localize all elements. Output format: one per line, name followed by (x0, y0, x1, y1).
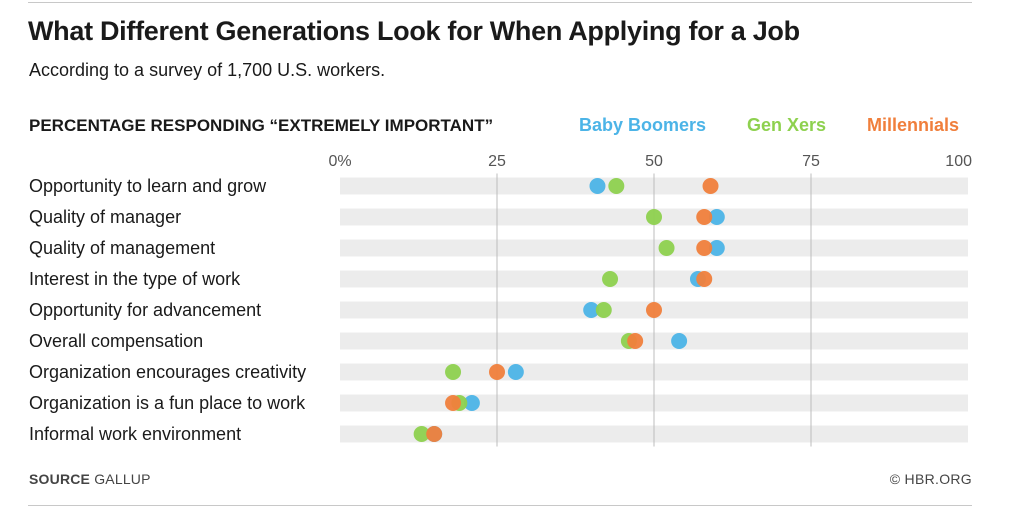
dot-gen-xers (602, 271, 619, 287)
dot-gen-xers (658, 240, 675, 256)
dot-millennials (696, 209, 713, 225)
dot-gen-xers (608, 178, 625, 194)
dot-millennials (646, 302, 662, 318)
dot-baby-boomers (589, 178, 606, 194)
credit-note: © HBR.ORG (889, 471, 972, 487)
x-tick-label: 25 (488, 153, 506, 170)
dot-millennials (696, 240, 713, 256)
dot-millennials (426, 426, 443, 442)
dot-baby-boomers (507, 364, 524, 380)
x-tick-label: 50 (645, 153, 663, 170)
category-label: Quality of manager (29, 207, 181, 227)
category-label: Organization encourages creativity (29, 362, 306, 382)
dot-millennials (627, 333, 644, 349)
legend-baby-boomers: Baby Boomers (579, 115, 707, 135)
dot-baby-boomers (708, 240, 725, 256)
x-tick-label: 100 (945, 153, 972, 170)
source-note: SOURCE GALLUP (29, 471, 151, 487)
x-tick-label: 75 (802, 153, 820, 170)
category-label: Opportunity to learn and grow (29, 176, 267, 196)
dot-baby-boomers (583, 302, 600, 318)
category-label: Interest in the type of work (29, 269, 241, 289)
category-label: Informal work environment (29, 424, 241, 444)
bottom-rule (28, 505, 972, 506)
category-label: Overall compensation (29, 331, 203, 351)
category-label: Organization is a fun place to work (29, 393, 306, 413)
dot-baby-boomers (708, 209, 725, 225)
top-rule (28, 2, 972, 3)
dot-millennials (696, 271, 713, 287)
legend-gen-xers: Gen Xers (747, 115, 827, 135)
dot-baby-boomers (463, 395, 480, 411)
dot-gen-xers (646, 209, 662, 225)
dot-baby-boomers (671, 333, 688, 349)
dot-millennials (489, 364, 505, 380)
source-value: GALLUP (94, 471, 151, 487)
dot-gen-xers (595, 302, 612, 318)
x-tick-label: 0% (328, 153, 351, 170)
chart-subhead: PERCENTAGE RESPONDING “EXTREMELY IMPORTA… (29, 116, 494, 135)
category-label: Quality of management (29, 238, 215, 258)
chart-title: What Different Generations Look for When… (28, 16, 800, 46)
dot-gen-xers (445, 364, 462, 380)
dot-gen-xers (413, 426, 430, 442)
source-label: SOURCE (29, 471, 91, 487)
chart-subtitle: According to a survey of 1,700 U.S. work… (29, 60, 386, 80)
dot-millennials (445, 395, 462, 411)
category-label: Opportunity for advancement (29, 300, 261, 320)
legend-millennials: Millennials (867, 115, 960, 135)
dot-millennials (702, 178, 719, 194)
